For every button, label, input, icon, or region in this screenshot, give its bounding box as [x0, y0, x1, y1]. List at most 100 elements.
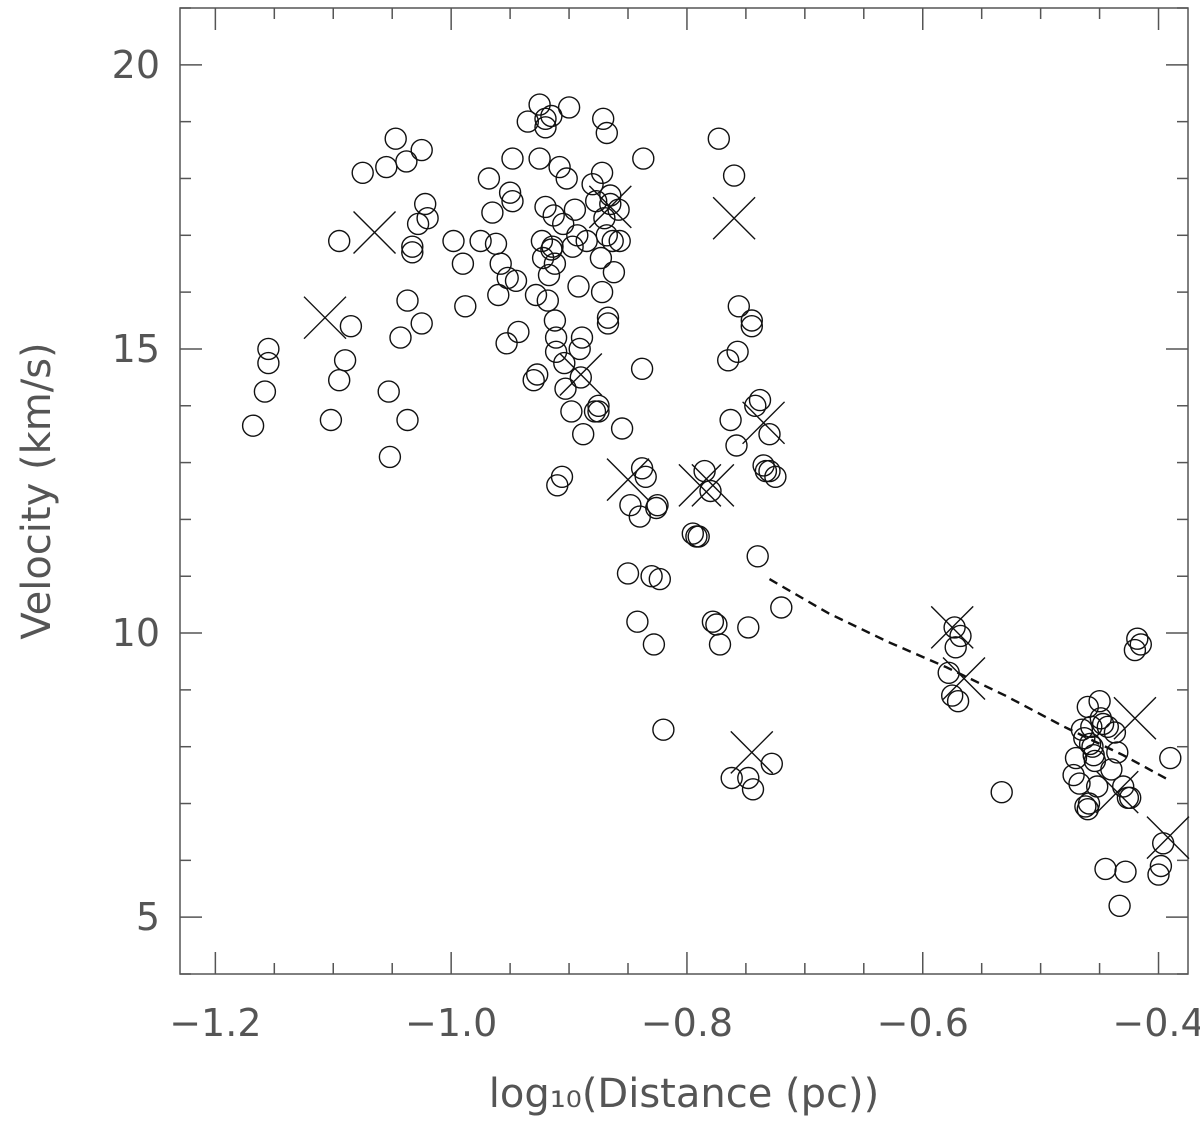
circle-point: [567, 275, 590, 298]
circle-point: [333, 349, 357, 372]
circle-point: [943, 616, 966, 639]
x-point-stroke: [742, 401, 786, 445]
circle-point: [530, 229, 554, 253]
circle-point: [526, 363, 549, 386]
x-point: [691, 463, 735, 507]
circle-point: [544, 326, 568, 349]
circle-point: [645, 496, 668, 520]
circle-point: [1096, 715, 1120, 738]
circle-point: [543, 309, 567, 332]
circle-point: [608, 229, 631, 253]
x-axis-title: log₁₀(Distance (pc)): [489, 1071, 879, 1117]
circle-point: [563, 198, 587, 221]
circle-point: [1094, 857, 1117, 881]
circle-point: [764, 465, 787, 488]
circle-point: [570, 326, 594, 349]
circle-point: [590, 280, 614, 304]
x-point-stroke: [1113, 696, 1157, 740]
circle-point: [602, 261, 626, 284]
circle-point: [328, 229, 351, 253]
circle-point: [949, 624, 972, 648]
circle-point: [469, 229, 492, 253]
circle-point: [1078, 732, 1102, 756]
circle-point: [726, 340, 749, 363]
circle-point: [944, 636, 967, 659]
x-tick-label: −1.0: [405, 1001, 497, 1045]
circle-point: [553, 351, 576, 375]
circle-point: [496, 266, 519, 290]
circle-point: [487, 283, 510, 307]
circle-point: [257, 337, 280, 361]
circle-point: [740, 315, 763, 338]
circle-point: [642, 633, 666, 656]
circle-point: [375, 155, 398, 179]
circle-point: [543, 252, 567, 275]
circle-point: [451, 252, 475, 275]
y-tick-label: 15: [112, 327, 160, 371]
x-tick-label: −0.6: [877, 1001, 969, 1045]
y-tick-label: 5: [136, 895, 160, 939]
x-tick-label: −1.2: [169, 1001, 261, 1045]
axis-tick-labels: −1.2 −1.0 −0.8 −0.6 −0.4 5 10 15 20: [112, 43, 1200, 1045]
circle-point: [1064, 746, 1088, 770]
circle-point: [410, 312, 433, 335]
circle-point: [707, 127, 730, 150]
x-tick-label: −0.8: [641, 1001, 733, 1045]
circle-point: [1070, 718, 1094, 741]
circle-point: [568, 337, 591, 361]
x-point: [353, 210, 397, 254]
circle-point: [540, 104, 563, 128]
circle-point: [990, 781, 1013, 804]
x-point-stroke: [303, 296, 347, 340]
circle-point: [741, 778, 765, 801]
circle-point: [626, 610, 649, 633]
x-point: [730, 730, 774, 774]
circle-point: [648, 567, 671, 591]
circle-point: [528, 93, 551, 116]
circle-point: [590, 161, 614, 185]
circle-point: [1080, 715, 1103, 738]
circle-point: [401, 235, 424, 258]
circle-point: [725, 434, 748, 457]
x-point: [606, 458, 650, 502]
circle-point: [416, 206, 439, 230]
x-point: [1095, 770, 1139, 814]
circle-point: [542, 204, 565, 227]
circle-point: [257, 351, 280, 375]
circle-point: [534, 116, 557, 139]
circle-point: [550, 465, 574, 488]
circle-point: [616, 562, 640, 585]
circle-point: [722, 164, 746, 187]
circle-point: [758, 423, 781, 446]
data-points: [241, 93, 1190, 917]
circle-point: [1116, 786, 1140, 809]
circle-point: [414, 192, 437, 216]
circle-point: [410, 138, 433, 162]
x-point: [942, 657, 986, 701]
circle-point: [634, 465, 657, 488]
circle-point: [1129, 633, 1153, 656]
x-point-stroke: [1146, 816, 1190, 860]
y-tick-label: 10: [112, 611, 160, 655]
circle-point: [536, 289, 559, 312]
circle-point: [587, 394, 610, 417]
x-point: [1113, 696, 1157, 740]
circle-point: [619, 494, 642, 517]
circle-point: [557, 96, 581, 119]
circle-point: [1074, 795, 1097, 818]
circle-point: [253, 380, 277, 403]
circle-point: [544, 340, 568, 363]
circle-point: [1114, 860, 1137, 883]
circle-point: [581, 172, 604, 196]
circle-point: [531, 246, 555, 270]
x-point-stroke: [942, 657, 986, 701]
circle-point: [561, 235, 584, 258]
circle-point: [241, 414, 265, 437]
circle-point: [501, 189, 524, 213]
circle-point: [554, 377, 577, 400]
circle-point: [395, 150, 418, 173]
circle-point: [548, 155, 571, 179]
circle-point: [377, 380, 400, 403]
x-point-stroke: [691, 463, 735, 507]
